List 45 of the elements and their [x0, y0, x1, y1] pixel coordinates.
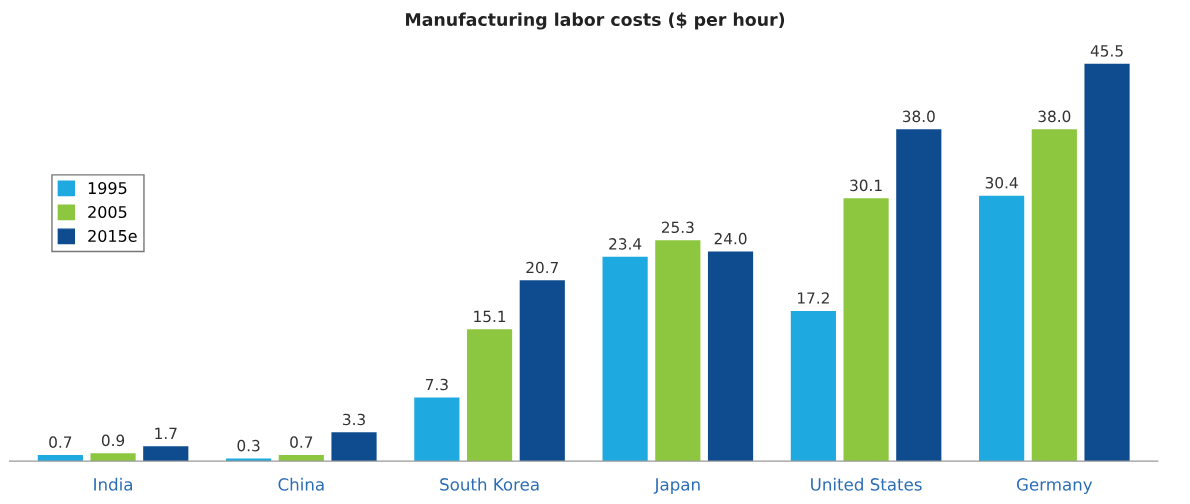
data-label: 15.1	[474, 310, 506, 323]
x-tick-label: South Korea	[440, 477, 539, 491]
data-label: 3.3	[343, 413, 365, 426]
x-tick-label: Germany	[1016, 478, 1093, 494]
x-tick-label: United States	[811, 477, 922, 491]
data-label: 45.5	[1090, 45, 1123, 57]
bar	[1084, 63, 1130, 462]
data-label: 24.0	[714, 232, 747, 245]
data-label: 17.2	[798, 292, 829, 304]
bar	[896, 129, 942, 462]
data-label: 0.3	[237, 439, 260, 452]
bar	[90, 453, 136, 462]
data-label: 0.7	[49, 436, 72, 448]
data-label: 0.9	[101, 434, 125, 447]
bar	[414, 397, 460, 462]
data-label: 1.7	[155, 427, 177, 439]
data-label: 25.3	[661, 221, 694, 234]
chart-title: Manufacturing labor costs ($ per hour)	[406, 12, 785, 30]
data-label: 7.3	[425, 378, 448, 391]
bar	[331, 432, 377, 462]
x-tick-label: China	[278, 477, 324, 491]
data-label: 23.4	[609, 238, 642, 250]
bar	[278, 455, 324, 462]
bar	[843, 198, 889, 462]
bar	[1031, 129, 1077, 462]
bar	[37, 455, 83, 462]
data-label: 38.0	[902, 110, 935, 123]
data-label: 0.7	[290, 436, 313, 448]
bar	[655, 240, 701, 462]
data-label: 38.0	[1038, 110, 1071, 123]
x-tick-label: India	[94, 477, 132, 491]
legend-label: 1995	[88, 182, 127, 195]
data-label: 30.1	[850, 179, 882, 192]
bar	[143, 446, 189, 462]
bar	[979, 195, 1025, 462]
data-label: 20.7	[526, 261, 558, 274]
bar	[790, 310, 836, 462]
bar	[602, 256, 648, 462]
data-label: 30.4	[985, 176, 1018, 189]
bar	[519, 280, 565, 462]
x-tick-label: Japan	[653, 478, 700, 494]
bar	[466, 329, 513, 462]
bar	[707, 251, 754, 462]
legend-label: 2015e	[88, 229, 137, 242]
legend-label: 2005	[88, 205, 127, 219]
